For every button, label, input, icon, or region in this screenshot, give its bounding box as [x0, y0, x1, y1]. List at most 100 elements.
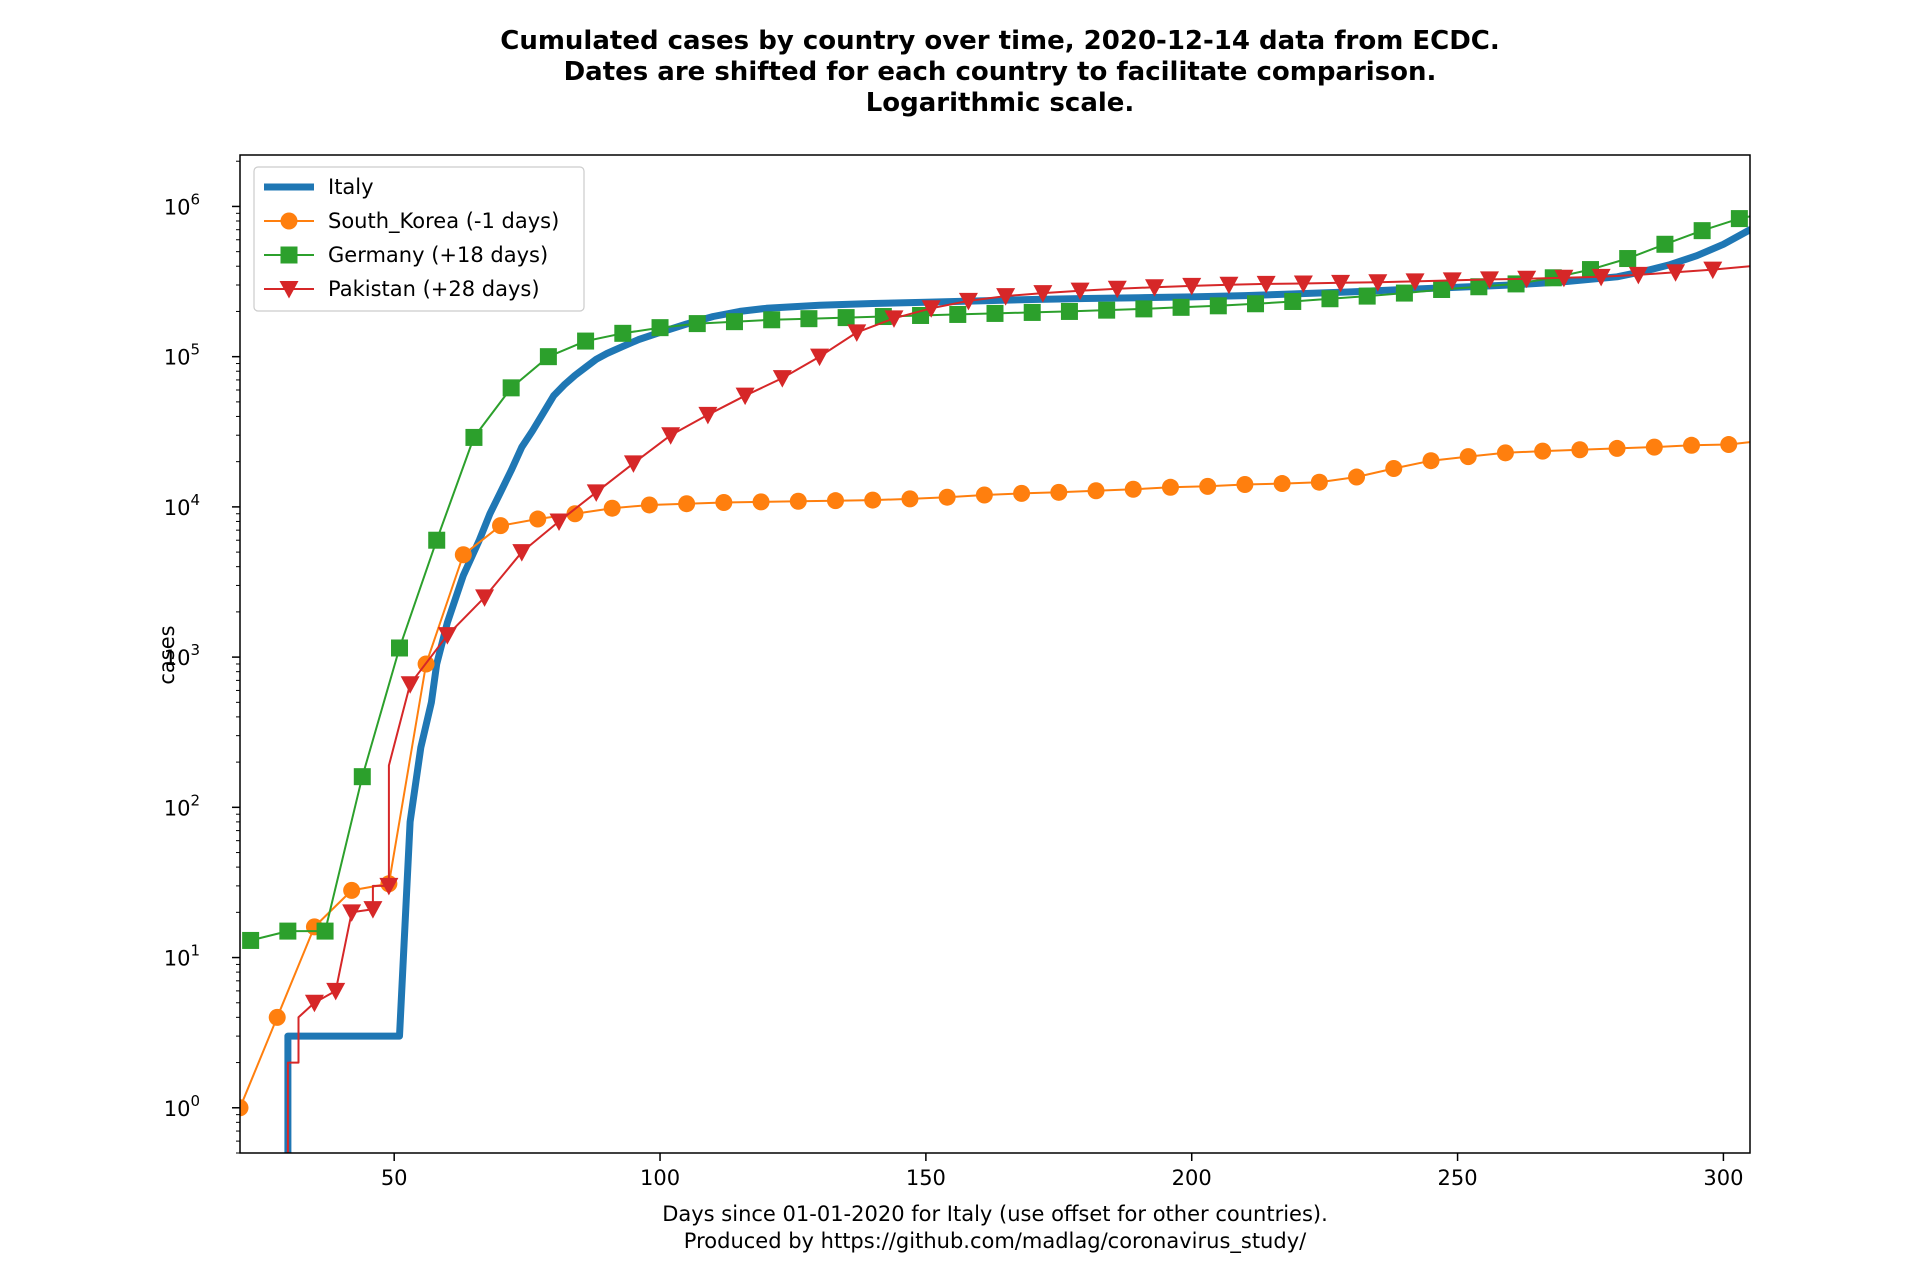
- data-point-2-19: [949, 305, 967, 323]
- data-point-3-24: [847, 324, 867, 342]
- data-point-2-0: [242, 931, 260, 949]
- data-point-1-3: [343, 881, 361, 899]
- data-point-3-47: [1703, 261, 1723, 280]
- data-point-2-8: [539, 348, 557, 366]
- data-point-2-3: [353, 768, 371, 786]
- legend-label: South_Korea (-1 days): [328, 209, 559, 234]
- data-point-1-36: [1571, 441, 1589, 459]
- x-tick-label: 250: [1438, 1166, 1478, 1190]
- x-axis-label-line-2: Produced by https://github.com/madlag/co…: [684, 1229, 1307, 1254]
- data-point-1-0: [240, 1099, 249, 1117]
- legend-entry-2: Germany (+18 days): [264, 243, 548, 267]
- data-point-3-46: [1666, 264, 1686, 282]
- data-point-2-6: [465, 428, 483, 446]
- data-point-1-31: [1385, 460, 1403, 478]
- legend-entry-1: South_Korea (-1 days): [264, 209, 559, 234]
- data-point-1-21: [1013, 484, 1031, 502]
- data-point-1-34: [1496, 444, 1514, 462]
- data-point-3-37: [1331, 274, 1351, 293]
- data-point-3-45: [1628, 266, 1648, 285]
- data-point-1-33: [1459, 448, 1477, 466]
- y-tick-label: 105: [164, 341, 200, 370]
- y-tick-label: 101: [164, 942, 200, 971]
- data-point-3-13: [437, 627, 457, 645]
- data-point-2-20: [986, 304, 1004, 322]
- y-tick-label: 104: [164, 491, 200, 520]
- data-point-1-12: [678, 495, 696, 513]
- data-point-1-40: [1720, 436, 1738, 454]
- legend-entry-3: Pakistan (+28 days): [264, 277, 540, 301]
- x-tick-label: 100: [640, 1166, 680, 1190]
- data-point-2-10: [614, 324, 632, 342]
- data-point-2-4: [391, 639, 409, 657]
- legend-swatch-marker: [279, 281, 299, 299]
- data-point-1-37: [1608, 439, 1626, 457]
- data-point-2-12: [688, 315, 706, 333]
- data-point-3-14: [475, 589, 495, 607]
- data-point-2-2: [316, 922, 334, 940]
- x-tick-label: 300: [1703, 1166, 1743, 1190]
- data-point-3-25: [884, 310, 904, 328]
- data-point-2-33: [1470, 278, 1488, 296]
- data-point-2-23: [1098, 301, 1116, 319]
- data-point-3-18: [623, 455, 643, 473]
- data-point-1-30: [1348, 468, 1366, 486]
- data-point-3-43: [1554, 269, 1574, 288]
- data-point-1-19: [938, 488, 956, 506]
- data-point-3-23: [810, 348, 830, 367]
- data-point-1-18: [901, 490, 919, 508]
- legend-swatch-marker: [280, 246, 298, 264]
- data-point-2-31: [1395, 284, 1413, 302]
- data-point-2-29: [1321, 290, 1339, 308]
- data-point-2-25: [1172, 298, 1190, 316]
- data-point-1-10: [603, 499, 621, 517]
- data-point-3-12: [400, 676, 420, 694]
- data-point-3-44: [1591, 268, 1611, 287]
- x-tick-label: 50: [381, 1166, 408, 1190]
- data-point-2-26: [1209, 297, 1227, 315]
- series-3: [286, 261, 1750, 1153]
- data-point-1-27: [1236, 475, 1254, 493]
- data-point-1-25: [1161, 478, 1179, 496]
- data-point-2-7: [502, 379, 520, 397]
- data-point-3-22: [772, 370, 792, 388]
- data-point-2-5: [428, 531, 446, 549]
- plot-frame: [239, 154, 1751, 1154]
- data-point-3-32: [1145, 279, 1165, 297]
- data-point-1-26: [1199, 477, 1217, 495]
- data-point-3-6: [326, 982, 346, 1001]
- data-point-3-39: [1405, 273, 1425, 291]
- data-point-3-20: [698, 406, 718, 425]
- legend-swatch-marker: [280, 212, 298, 230]
- legend-label: Germany (+18 days): [328, 243, 548, 267]
- data-point-3-29: [1033, 285, 1053, 303]
- data-point-2-39: [1693, 222, 1711, 240]
- y-axis-label: cases: [155, 625, 179, 684]
- y-tick-label: 103: [164, 641, 200, 670]
- y-tick-label: 100: [164, 1092, 200, 1121]
- data-point-1-35: [1534, 442, 1552, 460]
- data-point-2-24: [1135, 300, 1153, 318]
- data-point-3-30: [1070, 282, 1090, 301]
- legend-label: Pakistan (+28 days): [328, 277, 540, 301]
- data-point-3-26: [921, 300, 941, 318]
- data-point-2-37: [1619, 250, 1637, 268]
- data-point-1-1: [268, 1008, 286, 1026]
- data-point-1-8: [529, 510, 547, 528]
- data-point-3-19: [661, 427, 681, 445]
- data-point-2-38: [1656, 235, 1674, 253]
- x-axis-label-line-1: Days since 01-01-2020 for Italy (use off…: [662, 1202, 1328, 1226]
- chart-title-line-3: Logarithmic scale.: [866, 88, 1135, 118]
- data-point-3-21: [735, 387, 755, 406]
- data-point-2-14: [763, 311, 781, 329]
- legend-entry-0: Italy: [264, 175, 374, 199]
- x-tick-label: 200: [1172, 1166, 1212, 1190]
- data-point-3-36: [1293, 275, 1313, 293]
- data-point-1-11: [640, 496, 658, 514]
- data-point-1-7: [492, 517, 510, 535]
- data-point-1-29: [1310, 473, 1328, 491]
- data-point-1-38: [1645, 438, 1663, 456]
- data-point-3-40: [1442, 272, 1462, 290]
- data-point-1-15: [789, 492, 807, 510]
